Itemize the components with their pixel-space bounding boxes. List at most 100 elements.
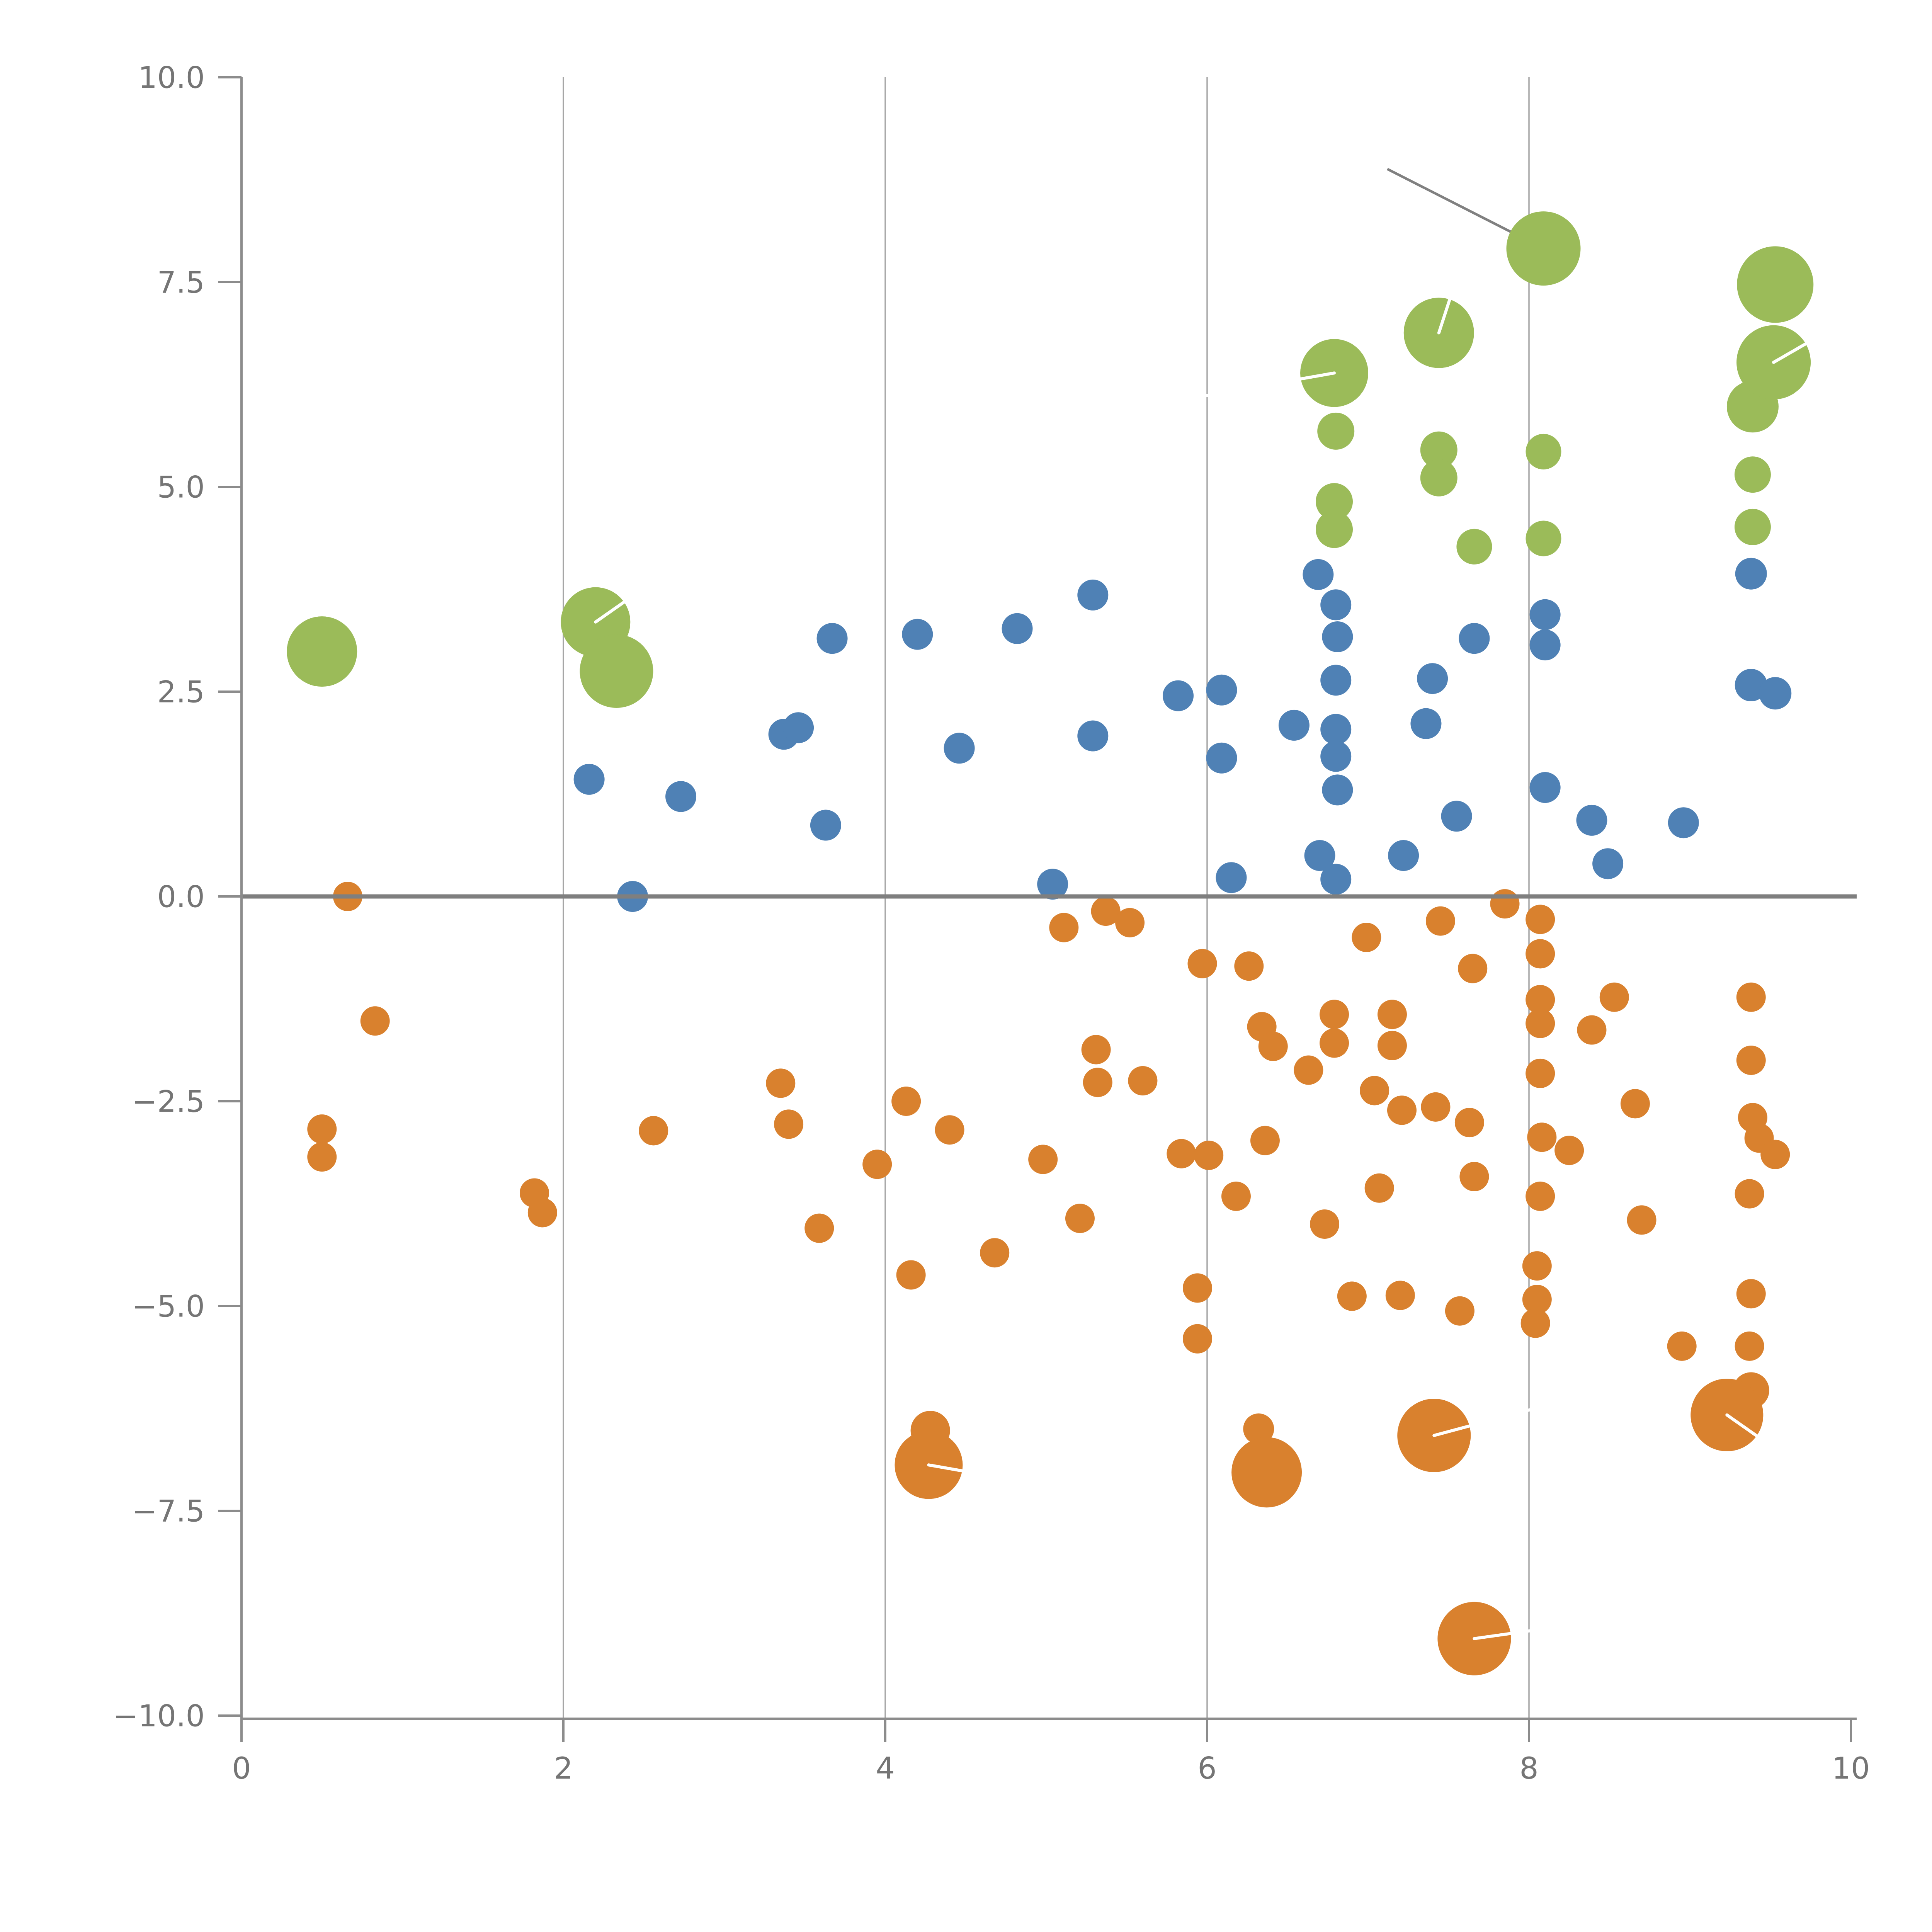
data-point-green	[1506, 211, 1581, 286]
data-point-orange	[1459, 1162, 1489, 1192]
data-point-orange	[1387, 1095, 1417, 1125]
bubble-leader-line	[1772, 335, 1819, 364]
data-point-orange	[1458, 954, 1488, 983]
data-point-orange	[1736, 1046, 1766, 1075]
data-point-orange	[1049, 913, 1079, 942]
y-tick-label: 10.0	[138, 61, 205, 95]
data-point-orange	[1577, 1015, 1607, 1045]
y-tick-label: 2.5	[157, 675, 205, 710]
data-point-blue	[1002, 613, 1033, 644]
data-point-orange	[1421, 1092, 1451, 1122]
data-point-orange	[1520, 1308, 1550, 1338]
data-point-blue	[1529, 772, 1561, 803]
data-point-blue	[1320, 714, 1352, 745]
x-tick-label: 10	[1832, 1751, 1870, 1786]
data-point-orange	[1736, 982, 1766, 1012]
data-point-green	[1734, 456, 1771, 493]
data-point-blue	[944, 733, 975, 764]
bubble-leader-line	[1473, 1622, 1581, 1640]
data-point-orange	[1187, 949, 1217, 978]
y-tick-label: 7.5	[157, 265, 205, 300]
data-point-orange	[804, 1213, 834, 1243]
data-point-blue	[1529, 629, 1561, 661]
data-point-orange	[1445, 1296, 1475, 1326]
data-point-blue	[1216, 862, 1247, 893]
data-point-blue	[816, 623, 848, 654]
data-point-blue	[1304, 840, 1335, 871]
data-point-blue	[1278, 709, 1310, 741]
data-point-blue	[1320, 741, 1352, 772]
data-point-blue	[1322, 621, 1353, 652]
data-point-orange	[1620, 1089, 1650, 1119]
data-point-orange	[1194, 1140, 1224, 1170]
data-point-blue	[665, 781, 697, 812]
data-point-orange	[1526, 985, 1555, 1015]
data-point-green	[1316, 511, 1353, 548]
data-point-blue	[1077, 579, 1109, 611]
data-point-blue	[1320, 589, 1352, 621]
bubble-leader-line	[594, 576, 661, 624]
data-point-blue	[1322, 774, 1353, 806]
data-point-orange	[1526, 905, 1555, 934]
data-point-orange	[1522, 1251, 1552, 1281]
data-point-green	[1526, 434, 1561, 469]
data-point-blue	[573, 764, 605, 795]
x-tick-label: 8	[1519, 1751, 1538, 1786]
data-point-blue	[902, 619, 933, 650]
data-point-orange	[1243, 1413, 1274, 1444]
data-point-blue	[1459, 623, 1490, 654]
x-tick-label: 2	[554, 1751, 573, 1786]
data-point-orange	[1115, 908, 1145, 937]
data-point-orange	[1425, 906, 1455, 936]
data-point-orange	[639, 1116, 668, 1146]
y-tick-label: 0.0	[157, 880, 205, 915]
data-point-green	[1526, 520, 1561, 556]
data-point-orange	[1527, 1122, 1557, 1152]
x-tick-label: 4	[876, 1751, 895, 1786]
x-tick-label: 6	[1197, 1751, 1216, 1786]
bubble-leader-line	[1725, 1413, 1776, 1450]
data-point-orange	[1128, 1066, 1158, 1096]
data-point-green	[1456, 529, 1492, 565]
data-point-orange	[935, 1115, 964, 1145]
data-point-blue	[1206, 742, 1237, 774]
data-point-green	[1420, 459, 1458, 497]
data-point-blue	[1417, 663, 1448, 694]
data-point-orange	[1221, 1181, 1251, 1211]
data-point-green	[580, 634, 653, 708]
data-point-orange	[307, 1142, 337, 1172]
data-point-orange	[1320, 1028, 1349, 1058]
data-point-orange	[1258, 1031, 1288, 1061]
data-point-orange	[1183, 1273, 1213, 1303]
data-point-blue	[1529, 599, 1561, 630]
bubble-leader-line	[1196, 371, 1336, 399]
data-point-orange	[1364, 1173, 1394, 1203]
data-point-orange	[1081, 1035, 1111, 1065]
data-point-orange	[1526, 1009, 1555, 1038]
data-point-orange	[1294, 1055, 1323, 1085]
data-point-blue	[1037, 869, 1068, 900]
data-point-orange	[1454, 1108, 1484, 1138]
tick-labels: 10.0 7.5 5.0 2.5 0.0 −2.5 −5.0 −7.5 −10.0 0 2 4 6 8 10	[113, 61, 1870, 1786]
data-point-blue	[1077, 720, 1109, 752]
data-point-orange	[1065, 1204, 1095, 1233]
data-point-green	[1734, 509, 1771, 545]
data-point-orange	[360, 1006, 390, 1036]
data-point-blue	[1320, 665, 1352, 696]
data-point-blue	[1206, 674, 1237, 706]
data-point-blue	[1441, 801, 1472, 832]
data-point-orange	[1337, 1281, 1367, 1311]
x-tick-label: 0	[232, 1751, 251, 1786]
data-point-blue	[1668, 807, 1699, 838]
data-point-orange	[1735, 1331, 1764, 1361]
data-point-orange	[1028, 1145, 1058, 1174]
data-point-orange	[1377, 1031, 1407, 1060]
data-point-orange	[1234, 951, 1264, 981]
data-point-orange	[1250, 1126, 1280, 1155]
data-point-orange	[1310, 1209, 1340, 1239]
data-point-blue	[1576, 804, 1607, 836]
data-point-blue	[1410, 708, 1442, 739]
y-tick-label: −2.5	[132, 1085, 205, 1119]
